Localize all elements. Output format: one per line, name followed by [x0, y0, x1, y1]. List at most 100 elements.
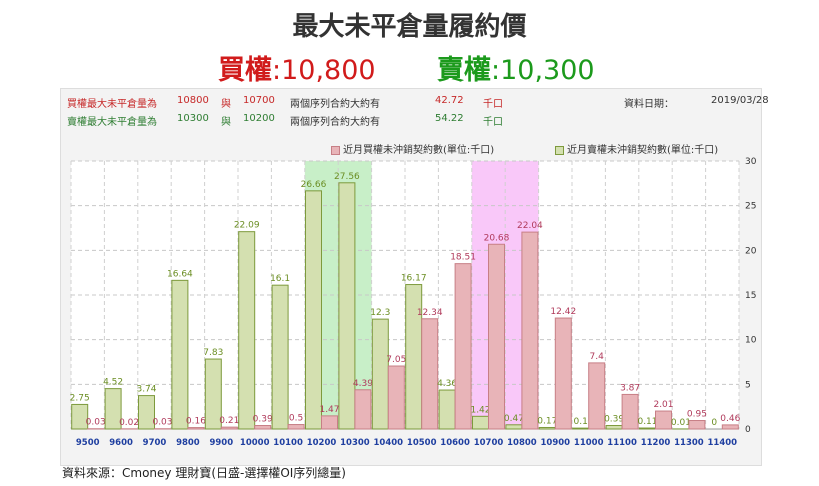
legend-call-label: 近月買權未沖銷契約數(單位:千口): [343, 145, 495, 156]
data-label-call: 22.04: [517, 221, 543, 231]
bar-put: [505, 424, 523, 430]
x-tick-label: 11100: [607, 438, 637, 448]
bar-put: [171, 279, 189, 430]
put-max-value: :10,300: [491, 55, 595, 86]
data-label-put: 16.17: [401, 274, 427, 284]
chart-panel: 買權最大未平倉量為 10800 與 10700 兩個序列合約大約有 42.72 …: [60, 88, 769, 466]
call-info-desc: 兩個序列合約大約有: [290, 99, 380, 110]
x-tick-label: 10500: [407, 438, 437, 448]
bar-call: [588, 362, 606, 430]
bar-call: [521, 231, 539, 430]
data-label-call: 12.42: [550, 307, 576, 317]
bar-put: [204, 358, 222, 430]
bar-put: [405, 284, 423, 430]
y-tick-label: 0: [745, 425, 751, 435]
x-tick-label: 10600: [440, 438, 470, 448]
data-label-put: 0.47: [504, 414, 524, 424]
legend-put: 近月賣權未沖銷契約數(單位:千口): [555, 141, 718, 156]
x-tick-label: 10900: [541, 438, 571, 448]
put-info-strike2: 10200: [243, 113, 275, 124]
data-label-call: 2.01: [653, 400, 673, 410]
x-tick-label: 10200: [307, 438, 337, 448]
bar-put: [572, 427, 590, 430]
legend-call-swatch: [331, 145, 340, 155]
data-label-call: 0.46: [720, 414, 740, 424]
bar-put: [138, 395, 155, 430]
data-label-put: 0: [711, 418, 717, 428]
bar-put: [338, 182, 356, 430]
data-label-call: 0.95: [687, 410, 707, 420]
call-info-label: 買權最大未平倉量為: [67, 99, 157, 110]
data-label-put: 7.83: [203, 348, 223, 358]
bar-call: [220, 426, 238, 430]
legend-put-swatch: [555, 145, 564, 155]
y-tick-label: 25: [745, 202, 756, 212]
data-label-put: 12.3: [370, 308, 390, 318]
call-info-conj: 與: [221, 99, 231, 110]
put-info-label: 賣權最大未平倉量為: [67, 117, 157, 128]
legend-put-label: 近月賣權未沖銷契約數(單位:千口): [567, 145, 719, 156]
data-label-put: 4.36: [437, 379, 457, 389]
data-label-call: 7.4: [590, 352, 605, 362]
bar-call: [254, 425, 272, 430]
data-label-put: 1.42: [470, 405, 490, 415]
bar-put: [438, 389, 456, 430]
call-max-value: :10,800: [272, 55, 376, 86]
x-tick-label: 10000: [240, 438, 270, 448]
call-max-label: 買權: [218, 55, 272, 86]
call-info-strike1: 10800: [177, 95, 209, 106]
bar-call: [655, 410, 672, 430]
x-tick-label: 9500: [76, 438, 100, 448]
data-label-put: 0.11: [637, 417, 657, 427]
y-tick-label: 5: [745, 380, 751, 390]
bar-call: [354, 389, 372, 430]
data-label-call: 0.03: [86, 418, 106, 428]
bar-call: [721, 424, 739, 430]
source-footer: 資料來源：Cmoney 理財寶(日盛-選擇權OI序列總量): [62, 466, 346, 480]
put-info-desc: 兩個序列合約大約有: [290, 117, 380, 128]
data-label-call: 1.47: [319, 405, 339, 415]
data-label-put: 26.66: [301, 180, 327, 190]
data-label-call: 3.87: [620, 383, 640, 393]
data-label-call: 4.39: [353, 379, 373, 389]
x-tick-label: 11000: [574, 438, 604, 448]
bar-put: [538, 426, 556, 430]
bar-put: [71, 403, 89, 430]
bar-put: [104, 388, 122, 430]
x-tick-label: 11400: [708, 438, 738, 448]
data-label-put: 16.64: [167, 269, 193, 279]
data-label-call: 12.34: [417, 308, 443, 318]
chart-title: 最大未平倉量履約價: [292, 12, 527, 42]
put-info-unit: 千口: [483, 117, 503, 128]
date-value: 2019/03/28: [711, 95, 769, 106]
x-tick-label: 9700: [143, 438, 167, 448]
y-tick-label: 10: [745, 336, 757, 346]
call-info-strike2: 10700: [243, 95, 275, 106]
data-label-put: 4.52: [103, 378, 123, 388]
x-tick-label: 9800: [176, 438, 200, 448]
bar-call: [488, 243, 505, 430]
bar-call: [187, 427, 205, 430]
data-label-call: 0.02: [119, 418, 139, 428]
bar-call: [621, 393, 639, 430]
subtitle: 買權:10,800 賣權:10,300: [0, 48, 819, 86]
data-label-put: 0.01: [671, 418, 691, 428]
bar-call: [321, 415, 338, 430]
x-tick-label: 10400: [374, 438, 404, 448]
call-info-amount: 42.72: [435, 95, 464, 106]
x-tick-label: 10700: [474, 438, 504, 448]
put-info-conj: 與: [221, 117, 231, 128]
data-label-call: 7.05: [386, 355, 406, 365]
y-tick-label: 30: [745, 157, 757, 167]
x-tick-label: 10300: [340, 438, 370, 448]
bar-put: [639, 427, 656, 430]
data-label-call: 20.68: [484, 233, 510, 243]
bar-call: [688, 420, 706, 430]
y-tick-label: 20: [745, 246, 757, 256]
legend-call: 近月買權未沖銷契約數(單位:千口): [331, 141, 494, 156]
data-label-put: 22.09: [234, 221, 260, 231]
call-info-unit: 千口: [483, 99, 503, 110]
x-tick-label: 10100: [273, 438, 303, 448]
put-info-amount: 54.22: [435, 113, 464, 124]
data-label-put: 0.39: [604, 415, 624, 425]
